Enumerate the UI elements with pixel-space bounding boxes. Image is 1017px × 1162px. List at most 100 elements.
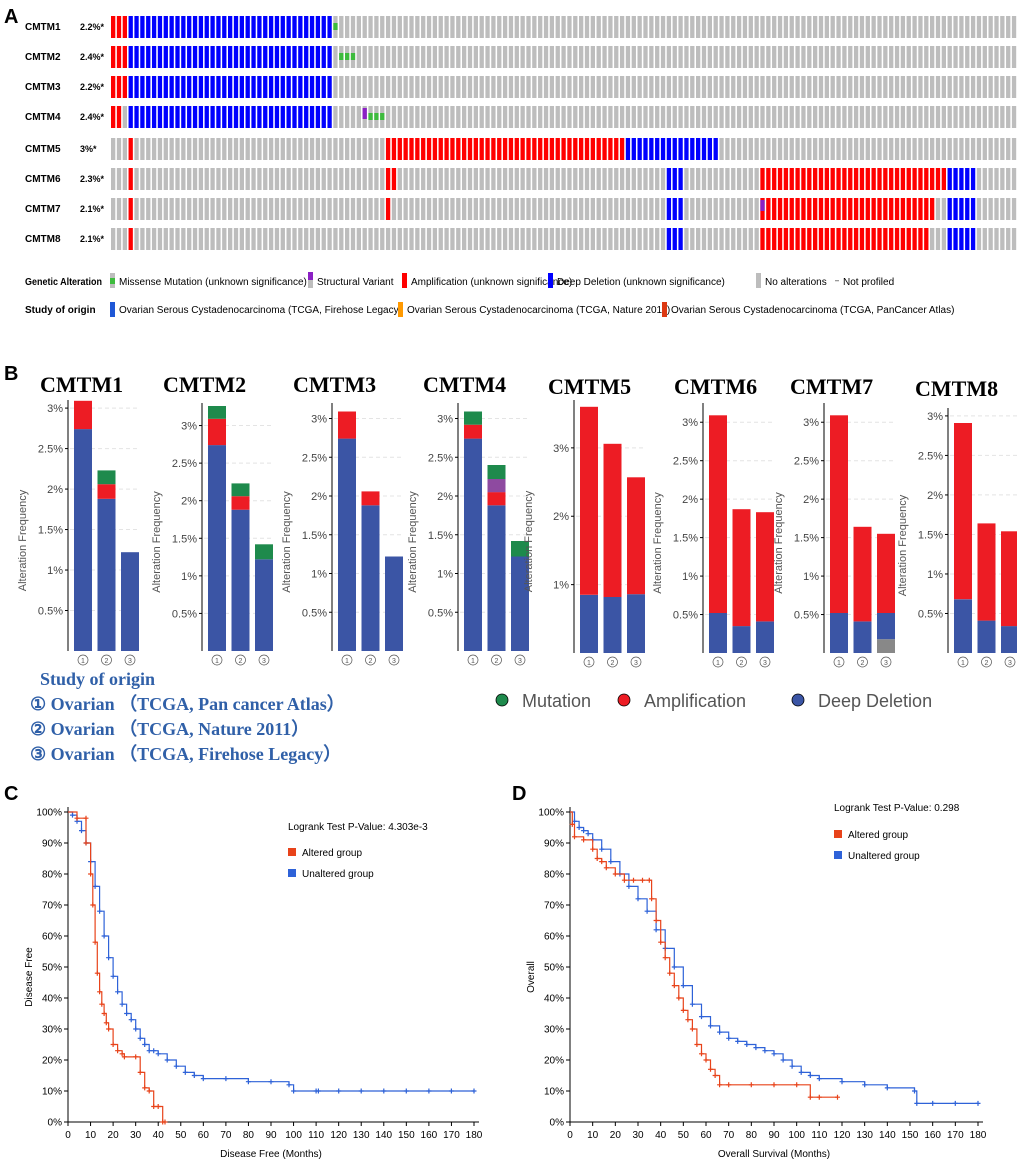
oncoprint-cell — [543, 46, 549, 68]
oncoprint-cell — [151, 168, 157, 190]
oncoprint-cell — [953, 76, 958, 98]
oncoprint-cell — [649, 46, 654, 68]
x-tick-circle — [957, 656, 969, 668]
oncoprint-cell — [409, 138, 414, 160]
oncoprint-cell — [280, 76, 285, 98]
oncoprint-cell — [783, 138, 789, 160]
oncoprint-cell — [994, 228, 999, 250]
oncoprint-cell — [678, 228, 683, 250]
oncoprint-cell — [263, 106, 268, 128]
oncoprint-cell — [520, 16, 525, 38]
y-tick-label: 2% — [927, 490, 943, 502]
oncoprint-cell — [187, 106, 192, 128]
km-legend-swatch — [288, 869, 296, 877]
censor-mark — [952, 1100, 958, 1106]
oncoprint-cell — [731, 168, 736, 190]
oncoprint-cell — [268, 46, 274, 68]
km-legend-swatch — [834, 851, 842, 859]
oncoprint-cell — [192, 228, 198, 250]
oncoprint-cell — [485, 16, 490, 38]
bar-segment-amp — [97, 484, 116, 499]
oncoprint-cell — [643, 16, 648, 38]
oncoprint-cell — [643, 76, 648, 98]
censor-mark — [680, 1007, 686, 1013]
oncoprint-cell — [169, 168, 174, 190]
oncoprint-cell — [731, 46, 736, 68]
oncoprint-cell — [561, 76, 566, 98]
oncoprint-cell — [953, 198, 958, 220]
censor-mark — [155, 1051, 161, 1057]
oncoprint-cell — [239, 46, 244, 68]
oncoprint-cell — [696, 228, 701, 250]
x-tick-label: 100 — [285, 1130, 302, 1141]
oncoprint-cell — [257, 198, 262, 220]
oncoprint-cell — [655, 16, 660, 38]
oncoprint-cell — [865, 168, 870, 190]
oncoprint-cell — [684, 106, 689, 128]
y-axis-label: Alteration Frequency — [281, 491, 293, 593]
oncoprint-cell — [128, 106, 133, 128]
oncoprint-gene-label: CMTM3 — [25, 82, 61, 93]
oncoprint-cell — [602, 138, 607, 160]
oncoprint-cell — [731, 16, 736, 38]
bar-segment-amp — [231, 496, 250, 510]
oncoprint-cell — [590, 46, 595, 68]
x-tick-circle — [712, 656, 724, 668]
oncoprint-cell — [304, 76, 309, 98]
oncoprint-cell — [807, 16, 812, 38]
oncoprint-cell — [151, 16, 157, 38]
oncoprint-cell — [579, 76, 584, 98]
oncoprint-cell — [590, 16, 595, 38]
oncoprint-cell — [257, 76, 262, 98]
oncoprint-cell — [467, 106, 473, 128]
oncoprint-cell — [315, 198, 321, 220]
censor-mark — [128, 1017, 134, 1023]
oncoprint-cell — [982, 76, 987, 98]
oncoprint-cell — [707, 46, 712, 68]
oncoprint-cell — [883, 228, 888, 250]
oncoprint-cell — [900, 138, 906, 160]
oncoprint-cell — [181, 46, 186, 68]
oncoprint-cell — [134, 198, 139, 220]
oncoprint-cell — [538, 76, 543, 98]
bar-segment-mut — [208, 406, 226, 419]
y-tick-label: 2.5% — [38, 444, 63, 456]
oncoprint-cell — [625, 228, 631, 250]
oncoprint-cell — [918, 228, 923, 250]
oncoprint-cell — [456, 198, 461, 220]
oncoprint-cell — [192, 16, 198, 38]
alteration-legend-label: Structural Variant — [317, 277, 394, 288]
censor-mark — [649, 896, 655, 902]
oncoprint-cell — [666, 76, 672, 98]
oncoprint-cell — [1000, 16, 1005, 38]
x-tick-circle — [880, 656, 892, 668]
oncoprint-cell — [315, 76, 321, 98]
oncoprint-cell — [649, 168, 654, 190]
y-tick-label: 2.5% — [918, 450, 943, 462]
oncoprint-cell — [684, 16, 689, 38]
y-tick-label: 3% — [437, 414, 453, 426]
oncoprint-cell — [830, 76, 835, 98]
oncoprint-cell — [947, 16, 952, 38]
censor-mark — [146, 1048, 152, 1054]
oncoprint-cell — [836, 168, 841, 190]
oncoprint-cell — [777, 106, 783, 128]
oncoprint-cell — [538, 198, 543, 220]
oncoprint-cell — [818, 228, 824, 250]
bar-segment-amp — [830, 415, 848, 613]
oncoprint-cell — [953, 106, 958, 128]
oncoprint-cell — [169, 228, 174, 250]
oncoprint-cell — [742, 198, 748, 220]
panel-label-c: C — [4, 783, 18, 805]
oncoprint-cell — [818, 46, 824, 68]
oncoprint-cell — [304, 168, 309, 190]
x-tick-label: 3 — [884, 660, 888, 667]
oncoprint-cell — [830, 198, 835, 220]
oncoprint-cell — [649, 138, 654, 160]
x-tick-label: 1 — [837, 660, 841, 667]
oncoprint-cell — [274, 198, 280, 220]
oncoprint-cell — [304, 198, 309, 220]
oncoprint-cell — [959, 16, 964, 38]
oncoprint-cell — [772, 228, 777, 250]
oncoprint-cell — [643, 46, 648, 68]
